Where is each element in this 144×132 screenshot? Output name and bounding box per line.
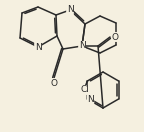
Text: Cl: Cl [81,86,90,95]
Text: N: N [79,41,85,51]
Text: N: N [67,6,73,15]
Text: N: N [35,43,41,51]
Text: O: O [111,32,119,41]
Text: N: N [87,95,94,103]
Text: O: O [51,79,57,88]
